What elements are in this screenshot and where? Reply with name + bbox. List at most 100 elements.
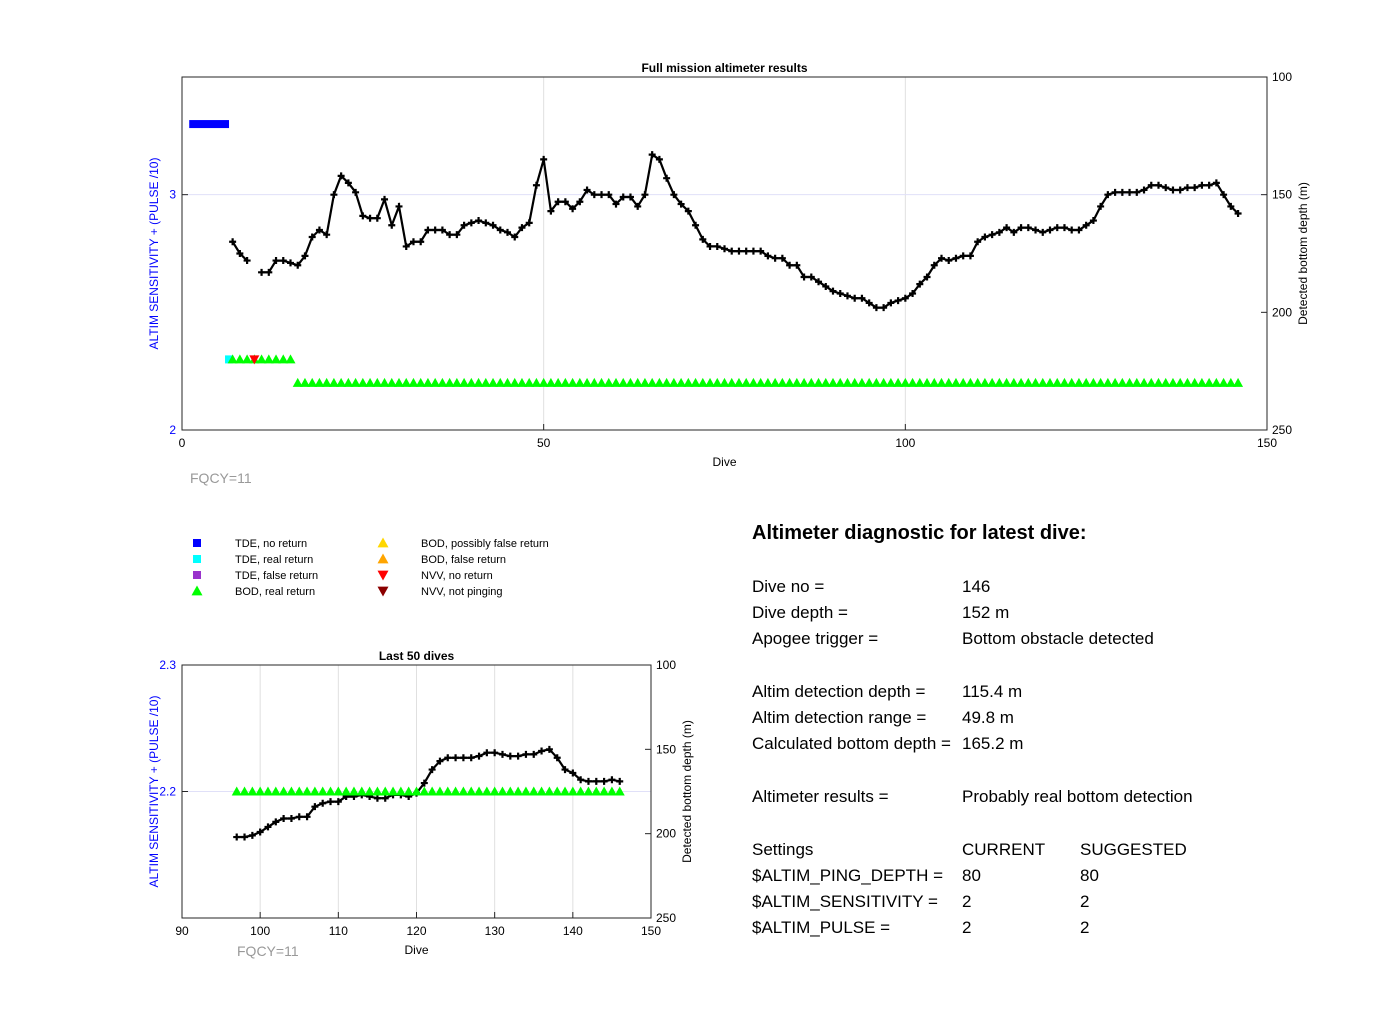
settings-header-current: CURRENT bbox=[962, 840, 1045, 859]
bod-real-return-marker bbox=[458, 786, 469, 796]
bod-real-return-marker bbox=[427, 786, 438, 796]
depth-point bbox=[482, 219, 490, 227]
bod-real-return-marker bbox=[943, 377, 954, 387]
diagnostic-label: Altimeter results = bbox=[752, 787, 889, 806]
bod-real-return-marker bbox=[285, 354, 296, 364]
depth-point bbox=[532, 181, 540, 189]
bod-real-return-marker bbox=[950, 377, 961, 387]
depth-point bbox=[600, 777, 608, 785]
x-axis-label: Dive bbox=[404, 943, 428, 957]
bod-real-return-marker bbox=[553, 377, 564, 387]
bod-real-return-marker bbox=[712, 377, 723, 387]
bod-real-return-marker bbox=[567, 786, 578, 796]
depth-point bbox=[1039, 228, 1047, 236]
y-right-tick-label: 150 bbox=[1272, 188, 1292, 202]
x-tick-label: 110 bbox=[329, 924, 348, 938]
depth-point bbox=[1234, 209, 1242, 217]
depth-point bbox=[995, 228, 1003, 236]
bod-real-return-marker bbox=[422, 377, 433, 387]
depth-point bbox=[428, 766, 436, 774]
bod-real-return-marker bbox=[239, 786, 250, 796]
depth-point bbox=[590, 191, 598, 199]
bod-real-return-marker bbox=[1001, 377, 1012, 387]
diagnostic-value: 146 bbox=[962, 577, 990, 596]
bod-real-return-marker bbox=[321, 377, 332, 387]
depth-point bbox=[1053, 224, 1061, 232]
bod-real-return-marker bbox=[372, 786, 383, 796]
bod-real-return-marker bbox=[791, 377, 802, 387]
diagnostic-label: Altim detection depth = bbox=[752, 682, 925, 701]
depth-point bbox=[938, 254, 945, 262]
depth-point bbox=[663, 174, 671, 182]
y-right-tick-label: 100 bbox=[656, 658, 676, 672]
depth-point bbox=[381, 195, 389, 203]
depth-point bbox=[959, 252, 967, 260]
bod-real-return-marker bbox=[357, 377, 368, 387]
depth-point bbox=[229, 238, 237, 246]
depth-point bbox=[236, 250, 244, 257]
x-tick-label: 100 bbox=[250, 924, 270, 938]
bod-real-return-marker bbox=[1081, 377, 1092, 387]
bod-real-return-marker bbox=[356, 786, 367, 796]
bod-real-return-marker bbox=[336, 377, 347, 387]
bod-real-return-marker bbox=[545, 377, 556, 387]
depth-point bbox=[851, 294, 859, 302]
depth-point bbox=[438, 226, 446, 234]
depth-point bbox=[323, 231, 331, 239]
bod-real-return-marker bbox=[618, 377, 629, 387]
bod-real-return-marker bbox=[307, 377, 318, 387]
bod-real-return-marker bbox=[560, 786, 571, 796]
bod-real-return-marker bbox=[473, 377, 484, 387]
depth-point bbox=[1169, 186, 1177, 194]
bod-real-return-marker bbox=[936, 377, 947, 387]
bod-real-return-marker bbox=[668, 377, 679, 387]
depth-point bbox=[1075, 226, 1083, 234]
bod-real-return-marker bbox=[444, 377, 455, 387]
depth-point bbox=[843, 292, 851, 300]
bod-real-return-marker bbox=[799, 377, 810, 387]
diagnostic-panel: Altimeter diagnostic for latest dive: Di… bbox=[752, 522, 1193, 937]
bod-real-return-marker bbox=[972, 377, 983, 387]
bod-real-return-marker bbox=[676, 377, 687, 387]
bod-real-return-marker bbox=[639, 377, 650, 387]
y-left-axis-label: ALTIM SENSITIVITY + (PULSE /10) bbox=[147, 696, 161, 888]
depth-point bbox=[446, 231, 454, 239]
depth-point bbox=[1183, 184, 1191, 192]
depth-point bbox=[518, 224, 526, 232]
diagnostic-value: Probably real bottom detection bbox=[962, 787, 1193, 806]
bod-real-return-marker bbox=[538, 377, 549, 387]
depth-point bbox=[366, 214, 374, 222]
depth-point bbox=[1126, 188, 1134, 196]
bod-real-return-marker bbox=[1167, 377, 1178, 387]
depth-point bbox=[538, 747, 546, 755]
bod-real-return-marker bbox=[632, 377, 643, 387]
bod-real-return-marker bbox=[1030, 377, 1041, 387]
bod-real-return-marker bbox=[341, 786, 352, 796]
setting-label: $ALTIM_SENSITIVITY = bbox=[752, 892, 938, 911]
bod-real-return-marker bbox=[625, 377, 636, 387]
depth-point bbox=[749, 247, 757, 255]
bod-real-return-marker bbox=[1066, 377, 1077, 387]
depth-point bbox=[626, 193, 634, 201]
bod-real-return-marker bbox=[719, 377, 730, 387]
bod-real-return-marker bbox=[1023, 377, 1034, 387]
bod-real-return-marker bbox=[591, 786, 602, 796]
depth-point bbox=[315, 226, 323, 234]
bod-real-return-marker bbox=[242, 354, 253, 364]
depth-point bbox=[279, 257, 287, 265]
depth-point bbox=[793, 261, 801, 269]
depth-point bbox=[431, 226, 439, 234]
bod-real-return-marker bbox=[294, 786, 305, 796]
bod-real-return-marker bbox=[372, 377, 383, 387]
depth-point bbox=[444, 754, 452, 762]
bod-real-return-marker bbox=[582, 377, 593, 387]
depth-point bbox=[327, 798, 335, 806]
legend-label: TDE, false return bbox=[235, 570, 318, 582]
depth-point bbox=[287, 259, 294, 267]
y-right-tick-label: 150 bbox=[656, 742, 676, 756]
depth-point bbox=[728, 247, 736, 255]
depth-point bbox=[344, 179, 352, 187]
bod-real-return-marker bbox=[1196, 377, 1207, 387]
x-tick-label: 150 bbox=[641, 924, 661, 938]
legend-marker bbox=[377, 553, 389, 564]
